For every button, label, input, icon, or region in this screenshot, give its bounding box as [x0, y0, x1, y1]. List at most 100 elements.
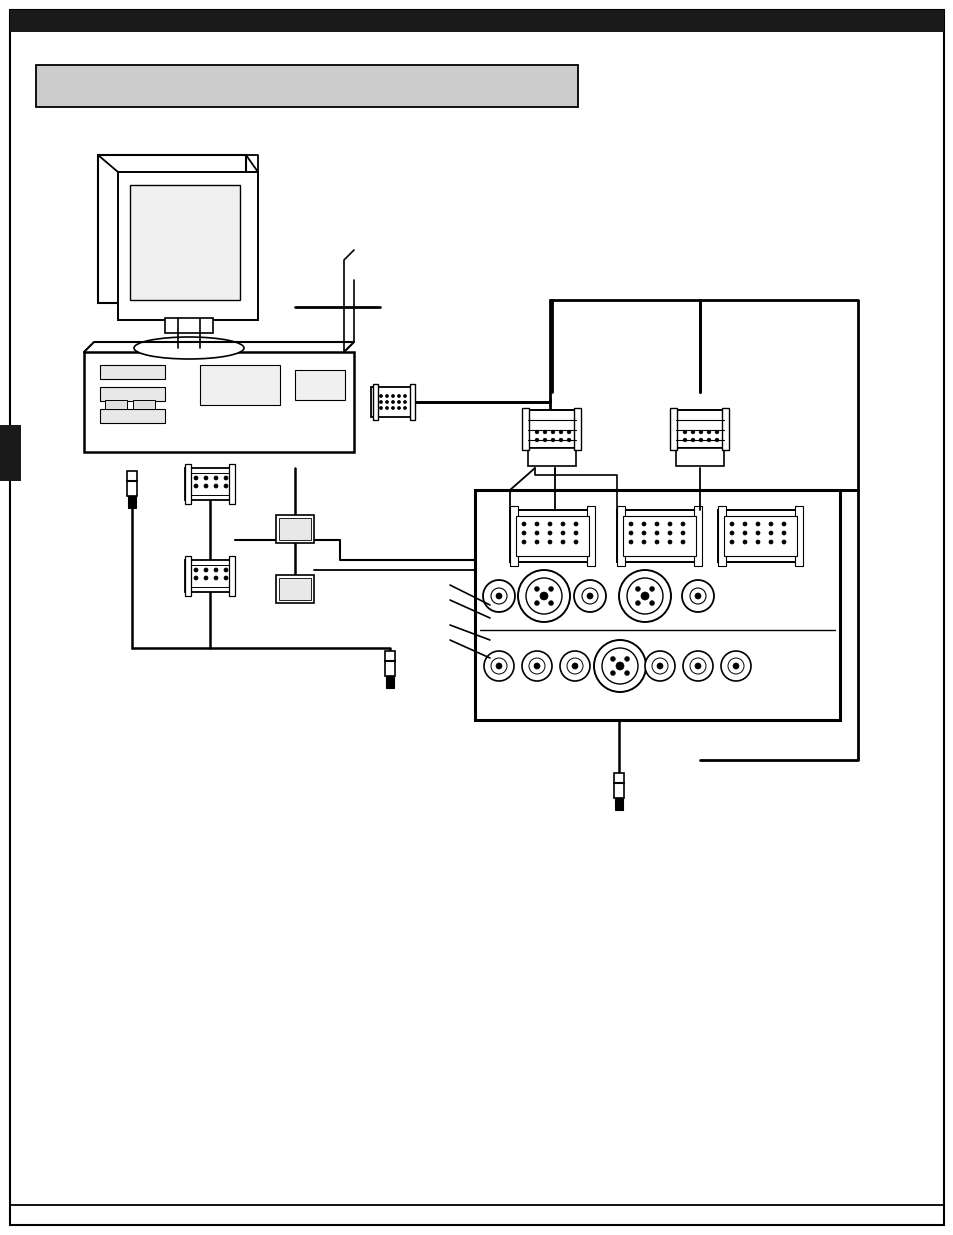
Circle shape	[213, 568, 218, 572]
Bar	[373, 384, 377, 420]
Circle shape	[567, 430, 570, 433]
Circle shape	[547, 522, 552, 526]
Circle shape	[720, 651, 750, 680]
Circle shape	[391, 406, 395, 410]
Circle shape	[535, 438, 538, 442]
Bar	[586, 506, 595, 566]
Circle shape	[566, 658, 582, 674]
Bar	[672, 410, 727, 448]
Bar	[98, 156, 246, 303]
Circle shape	[385, 406, 388, 410]
Circle shape	[560, 531, 564, 535]
Bar	[669, 408, 677, 450]
Circle shape	[204, 568, 208, 572]
Bar	[0, 425, 21, 480]
Circle shape	[224, 475, 228, 480]
Bar	[185, 464, 191, 504]
Circle shape	[682, 438, 686, 442]
Circle shape	[574, 522, 578, 526]
Circle shape	[682, 430, 686, 433]
Circle shape	[624, 657, 629, 662]
Bar	[132, 400, 154, 409]
Circle shape	[586, 593, 593, 599]
Circle shape	[213, 576, 218, 580]
Bar	[229, 464, 234, 504]
Bar	[718, 506, 725, 566]
Circle shape	[385, 394, 388, 398]
Bar	[510, 506, 517, 566]
Circle shape	[379, 400, 382, 404]
Bar	[615, 798, 622, 810]
Circle shape	[547, 540, 552, 543]
Circle shape	[558, 438, 562, 442]
Circle shape	[535, 531, 538, 535]
Circle shape	[551, 430, 555, 433]
Bar	[721, 408, 728, 450]
Circle shape	[193, 568, 198, 572]
Bar	[278, 578, 311, 600]
Circle shape	[610, 671, 615, 676]
Ellipse shape	[133, 337, 244, 359]
Bar	[510, 510, 595, 562]
Circle shape	[542, 430, 546, 433]
Bar	[371, 387, 415, 417]
Circle shape	[379, 406, 382, 410]
Bar	[617, 510, 701, 562]
Bar	[622, 516, 696, 556]
Circle shape	[521, 531, 525, 535]
Bar	[100, 366, 165, 379]
Circle shape	[616, 662, 623, 671]
Circle shape	[689, 658, 705, 674]
Circle shape	[706, 438, 710, 442]
Circle shape	[655, 540, 659, 543]
Bar	[723, 516, 796, 556]
Circle shape	[496, 663, 501, 669]
Circle shape	[667, 540, 671, 543]
Circle shape	[551, 438, 555, 442]
Circle shape	[535, 540, 538, 543]
Circle shape	[193, 475, 198, 480]
Circle shape	[626, 578, 662, 614]
Bar	[574, 408, 580, 450]
Circle shape	[729, 540, 733, 543]
Bar	[617, 506, 624, 566]
Bar	[275, 515, 314, 543]
Circle shape	[781, 531, 785, 535]
Bar	[130, 185, 240, 300]
Bar	[188, 473, 232, 495]
Circle shape	[534, 663, 539, 669]
Circle shape	[680, 522, 684, 526]
Circle shape	[682, 651, 712, 680]
Bar	[200, 366, 280, 405]
Circle shape	[397, 394, 400, 398]
Circle shape	[755, 522, 760, 526]
Bar	[188, 564, 232, 587]
Bar	[524, 410, 579, 448]
Bar	[521, 408, 529, 450]
Circle shape	[521, 540, 525, 543]
Bar	[794, 506, 802, 566]
Circle shape	[610, 657, 615, 662]
Bar	[185, 468, 234, 500]
Circle shape	[781, 540, 785, 543]
Circle shape	[667, 531, 671, 535]
Circle shape	[641, 531, 645, 535]
Circle shape	[628, 540, 633, 543]
Circle shape	[601, 648, 638, 684]
Circle shape	[403, 406, 406, 410]
Bar	[475, 490, 840, 720]
Circle shape	[560, 540, 564, 543]
Circle shape	[559, 651, 589, 680]
Circle shape	[482, 580, 515, 613]
Circle shape	[483, 651, 514, 680]
Circle shape	[655, 531, 659, 535]
Circle shape	[534, 600, 538, 605]
Bar	[128, 496, 136, 508]
Circle shape	[618, 571, 670, 622]
Circle shape	[204, 576, 208, 580]
Circle shape	[755, 540, 760, 543]
Circle shape	[213, 475, 218, 480]
Circle shape	[496, 593, 501, 599]
Circle shape	[594, 640, 645, 692]
Bar	[278, 517, 311, 540]
